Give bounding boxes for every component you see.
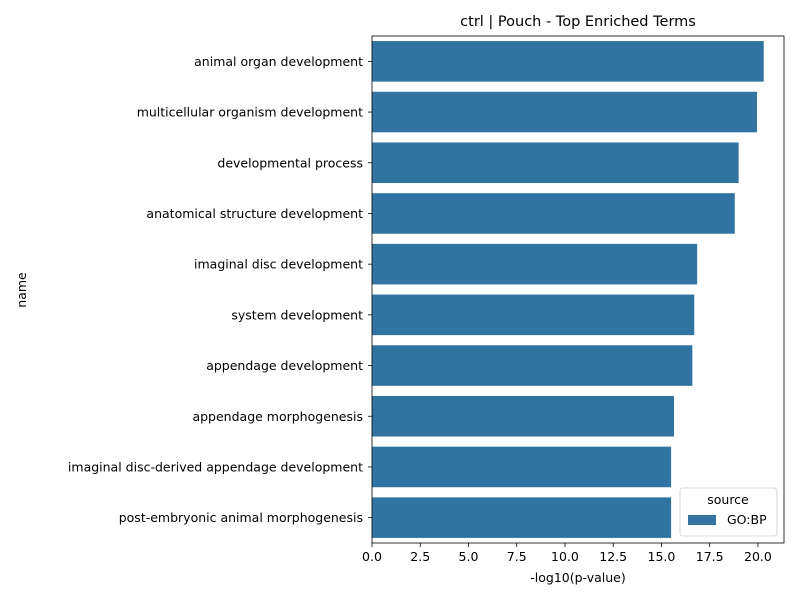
bar: [372, 41, 764, 82]
y-axis: animal organ development multicellular or…: [68, 54, 372, 525]
x-axis-label: -log10(p-value): [530, 570, 625, 585]
y-tick-label: imaginal disc-derived appendage developm…: [68, 459, 363, 474]
bar: [372, 243, 698, 285]
x-axis: 0.0 2.5 5.0 7.5 10.0 12.5 15.0 17.5 20.0: [362, 543, 772, 564]
x-tick-label: 20.0: [744, 549, 772, 564]
x-tick-label: 7.5: [507, 549, 527, 564]
x-tick-label: 5.0: [459, 549, 479, 564]
bar: [372, 395, 675, 437]
y-tick-label: post-embryonic animal morphogenesis: [119, 510, 363, 525]
bar: [372, 193, 735, 234]
legend-label: GO:BP: [727, 512, 767, 527]
legend-swatch: [688, 515, 716, 525]
y-tick-label: anatomical structure development: [146, 206, 363, 221]
bars-group: [372, 41, 764, 538]
bar: [372, 142, 739, 184]
x-tick-label: 15.0: [648, 549, 676, 564]
x-tick-label: 10.0: [551, 549, 579, 564]
bar: [372, 91, 757, 133]
y-tick-label: animal organ development: [194, 54, 363, 69]
bar: [372, 345, 693, 386]
y-tick-label: developmental process: [217, 155, 363, 170]
y-tick-label: appendage morphogenesis: [192, 409, 363, 424]
x-tick-label: 2.5: [410, 549, 430, 564]
y-tick-label: appendage development: [206, 358, 363, 373]
bar: [372, 497, 672, 538]
x-tick-label: 17.5: [696, 549, 724, 564]
bar: [372, 294, 695, 336]
plot-frame: [371, 35, 785, 544]
y-tick-label: system development: [231, 307, 363, 322]
chart-title: ctrl | Pouch - Top Enriched Terms: [460, 14, 696, 30]
x-tick-label: 12.5: [599, 549, 627, 564]
bar: [372, 446, 672, 488]
legend: source GO:BP: [679, 487, 778, 537]
y-tick-label: imaginal disc development: [194, 257, 363, 272]
legend-title: source: [707, 492, 749, 507]
y-axis-label: name: [14, 272, 29, 308]
y-tick-label: multicellular organism development: [137, 105, 363, 120]
x-tick-label: 0.0: [362, 549, 382, 564]
